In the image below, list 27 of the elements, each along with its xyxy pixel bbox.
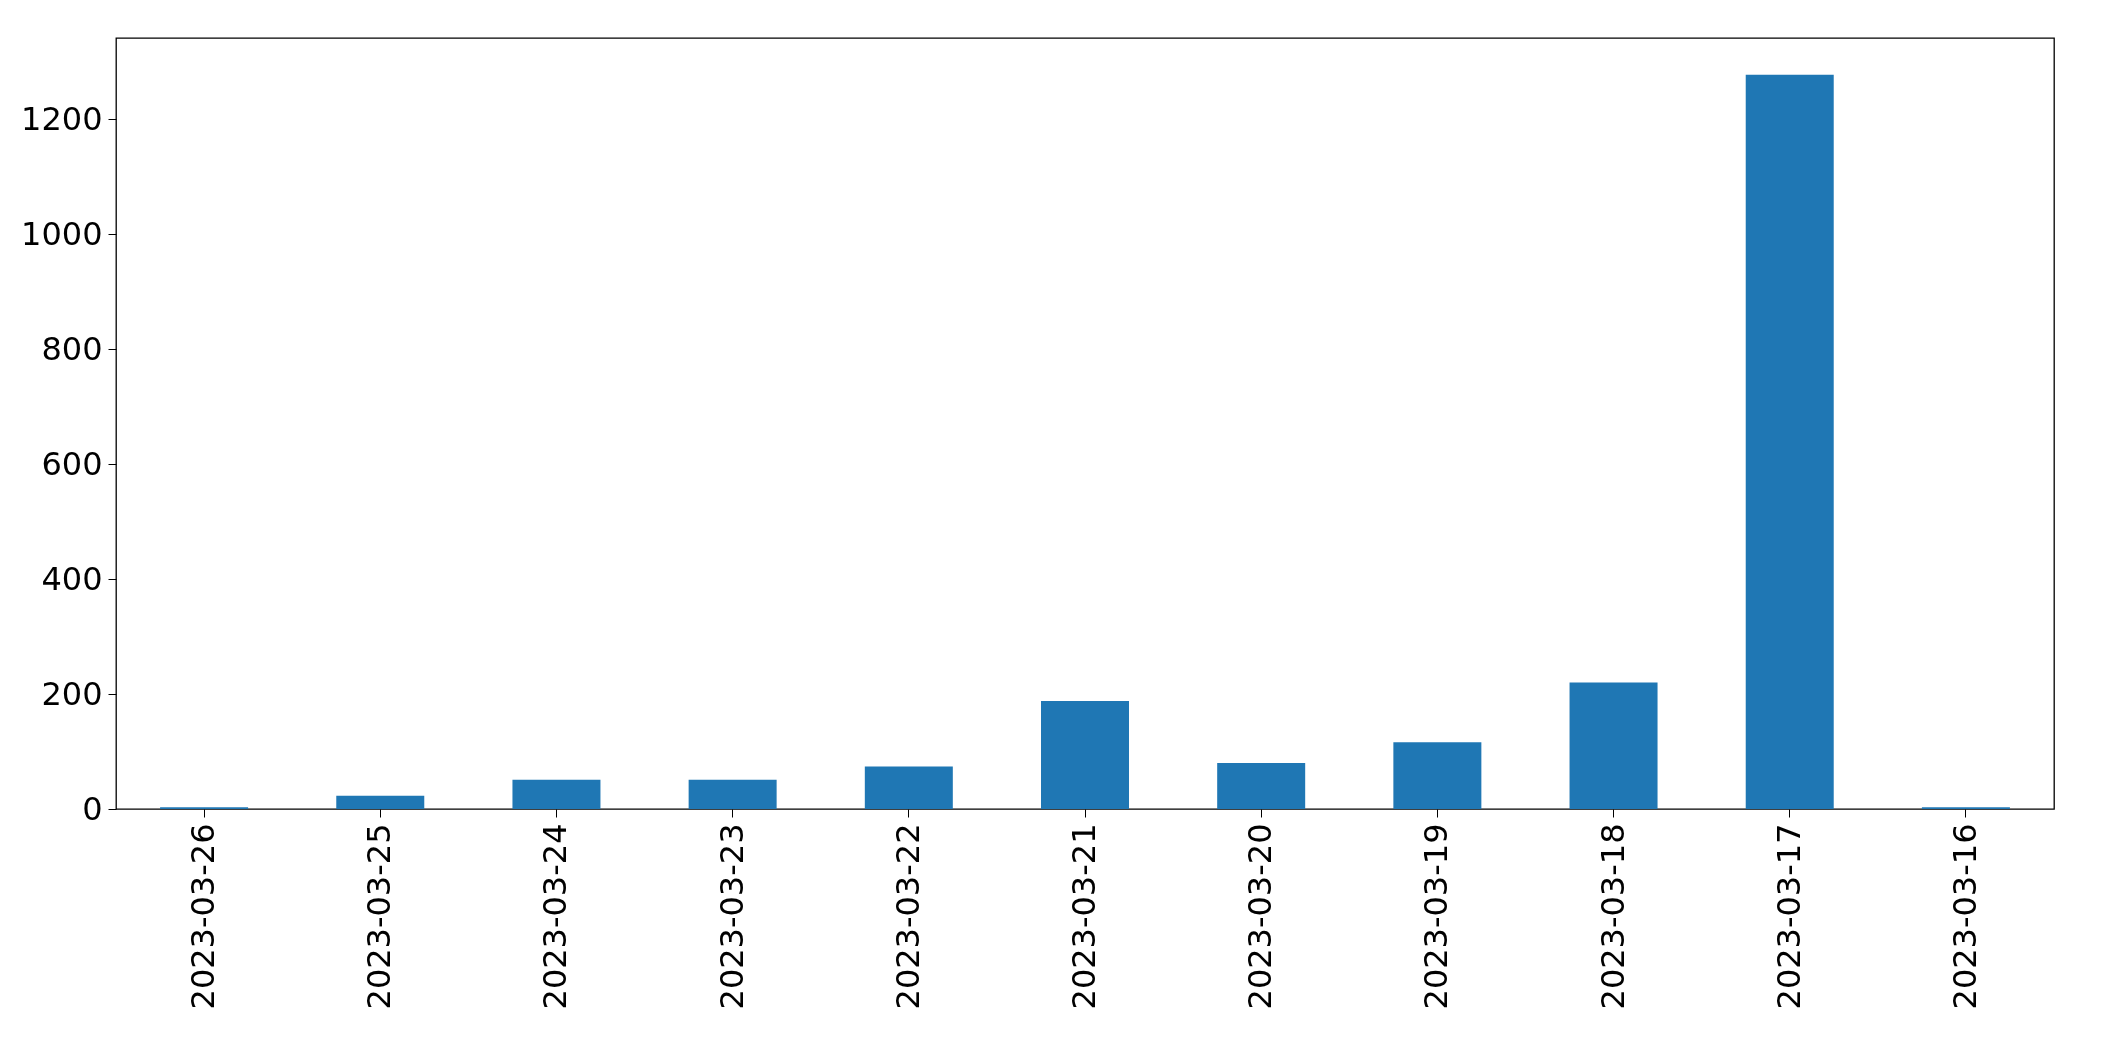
- y-tick-label: 600: [41, 444, 103, 483]
- bar: [688, 779, 777, 809]
- x-tick-label: 2023-03-26: [184, 823, 223, 1010]
- bar: [1393, 742, 1482, 809]
- x-tick-label: 2023-03-25: [360, 823, 399, 1010]
- x-tick-label: 2023-03-16: [1945, 823, 1984, 1010]
- bar: [1569, 682, 1658, 809]
- bar: [1217, 763, 1306, 809]
- y-tick-label: 1000: [21, 214, 103, 253]
- x-tick-label: 2023-03-22: [888, 823, 927, 1010]
- x-tick-label: 2023-03-20: [1241, 823, 1280, 1010]
- y-tick-label: 400: [41, 559, 103, 598]
- bar: [512, 779, 601, 809]
- y-tick-label: 0: [82, 789, 103, 828]
- y-tick-label: 200: [41, 674, 103, 713]
- x-tick-label: 2023-03-19: [1417, 823, 1456, 1010]
- bar: [864, 766, 953, 809]
- x-tick-label: 2023-03-17: [1769, 823, 1808, 1010]
- x-tick-label: 2023-03-21: [1065, 823, 1103, 1010]
- y-tick-label: 800: [41, 329, 103, 368]
- bar: [336, 795, 425, 809]
- x-tick-label: 2023-03-18: [1593, 823, 1632, 1010]
- x-tick-label: 2023-03-23: [712, 823, 751, 1010]
- x-tick-label: 2023-03-24: [536, 823, 575, 1010]
- bar: [1745, 74, 1834, 809]
- bar: [1041, 700, 1129, 809]
- y-tick-label: 1200: [21, 99, 103, 138]
